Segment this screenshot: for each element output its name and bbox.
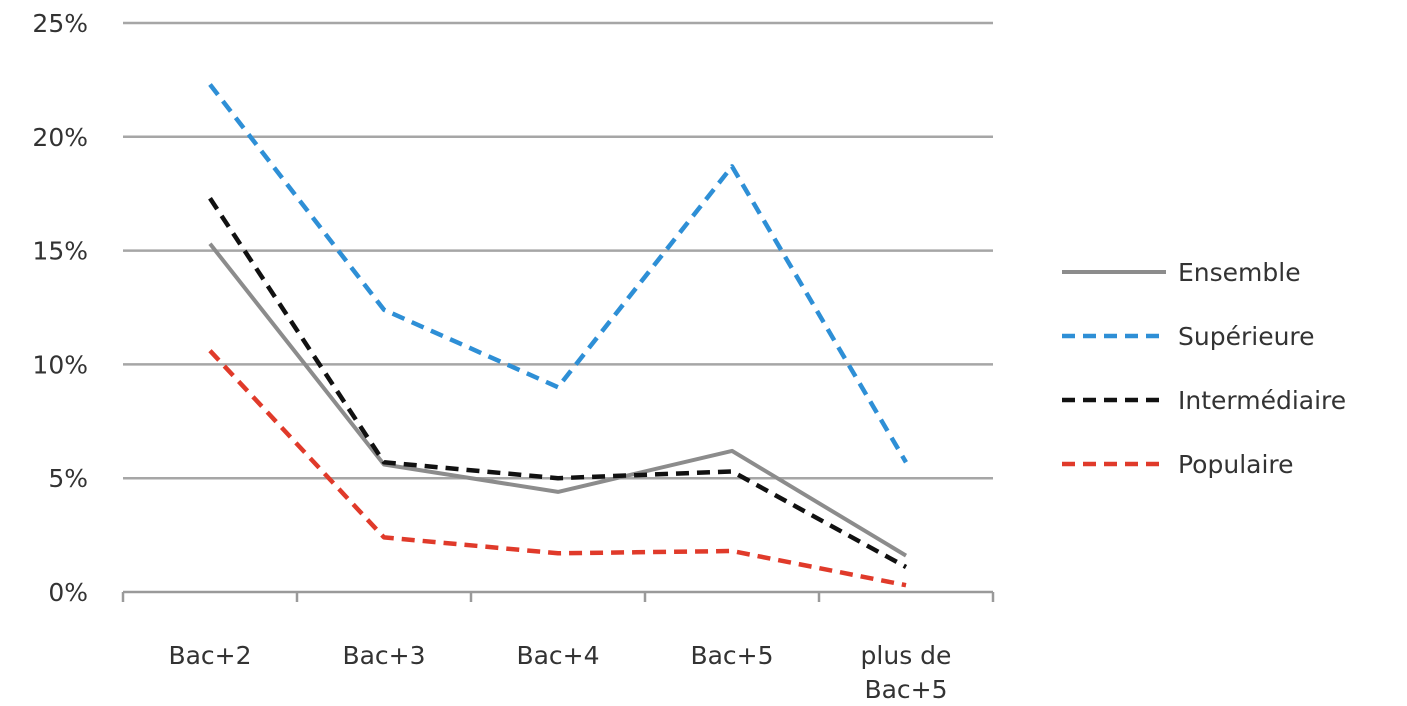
x-axis-tick-labels: Bac+2 Bac+3 Bac+4 Bac+5 plus de Bac+5: [168, 641, 951, 704]
series-line-ensemble: [208, 242, 908, 558]
legend-label-ensemble: Ensemble: [1178, 258, 1301, 287]
y-tick-label: 5%: [48, 464, 88, 493]
x-tick-label: Bac+3: [342, 641, 425, 670]
series-line-superieure: [208, 83, 908, 464]
y-tick-label: 0%: [48, 578, 88, 607]
series-lines: [208, 83, 908, 588]
x-tick-label: Bac+5: [690, 641, 773, 670]
legend: Ensemble Supérieure Intermédiaire Populaire: [1062, 258, 1346, 479]
legend-label-intermediaire: Intermédiaire: [1178, 386, 1346, 415]
y-tick-label: 15%: [32, 237, 88, 266]
x-tick-label: Bac+2: [168, 641, 251, 670]
series-line-intermediaire: [208, 197, 908, 569]
y-tick-label: 20%: [32, 123, 88, 152]
x-tick-label: plus de Bac+5: [861, 641, 952, 704]
legend-label-superieure: Supérieure: [1178, 322, 1315, 351]
x-tick-label: Bac+4: [516, 641, 599, 670]
y-tick-label: 25%: [32, 9, 88, 38]
y-axis-tick-labels: 0% 5% 10% 15% 20% 25%: [32, 9, 88, 607]
gridlines: [123, 21, 993, 594]
legend-label-populaire: Populaire: [1178, 450, 1294, 479]
x-axis: [121, 592, 995, 602]
y-tick-label: 10%: [32, 350, 88, 379]
series-line-populaire: [208, 349, 907, 588]
